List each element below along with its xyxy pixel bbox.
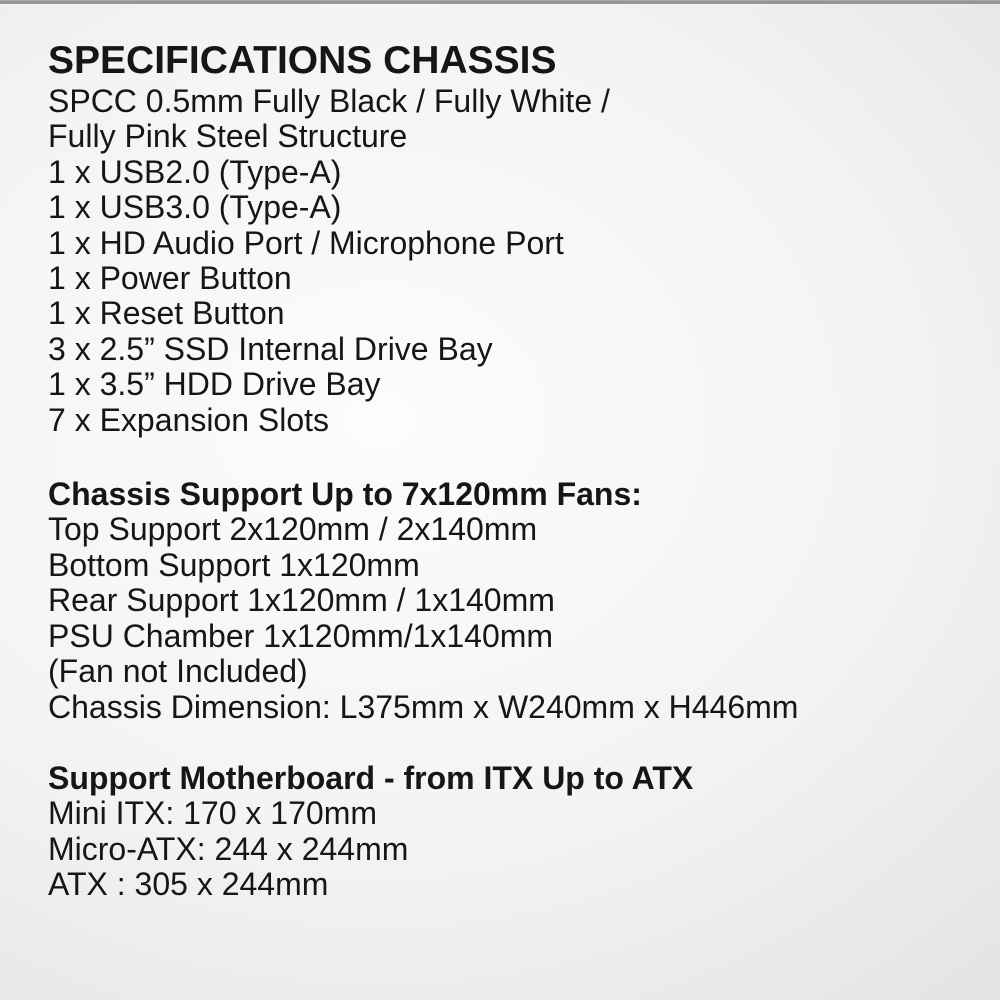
spec-content: SPECIFICATIONS CHASSIS SPCC 0.5mm Fully … xyxy=(48,38,970,903)
spec-line: Micro-ATX: 244 x 244mm xyxy=(48,830,409,867)
spec-line: (Fan not Included) xyxy=(48,653,308,690)
spec-line: Fully Pink Steel Structure xyxy=(48,118,408,155)
spec-line: 1 x USB3.0 (Type-A) xyxy=(48,189,342,226)
section-heading-fans: Chassis Support Up to 7x120mm Fans: xyxy=(48,476,642,513)
spec-line: 1 x HD Audio Port / Microphone Port xyxy=(48,224,564,261)
spec-line: 1 x 3.5” HDD Drive Bay xyxy=(48,366,381,403)
spec-line: Mini ITX: 170 x 170mm xyxy=(48,795,377,832)
spec-line: 1 x Reset Button xyxy=(48,295,285,332)
section-fan-support: Chassis Support Up to 7x120mm Fans: Top … xyxy=(48,476,970,725)
section-motherboard-support: Support Motherboard - from ITX Up to ATX… xyxy=(48,759,970,903)
spec-line: ATX : 305 x 244mm xyxy=(48,866,329,903)
spec-line: Bottom Support 1x120mm xyxy=(48,546,420,583)
spec-line: SPCC 0.5mm Fully Black / Fully White / xyxy=(48,83,610,119)
top-edge-line xyxy=(0,0,1000,4)
section-heading-motherboard: Support Motherboard - from ITX Up to ATX xyxy=(48,759,694,796)
spec-line: Top Support 2x120mm / 2x140mm xyxy=(48,511,538,548)
spec-line: 1 x USB2.0 (Type-A) xyxy=(48,153,342,190)
spec-line: Chassis Dimension: L375mm x W240mm x H44… xyxy=(48,688,799,725)
page-title: SPECIFICATIONS CHASSIS xyxy=(48,39,557,82)
spec-line: 7 x Expansion Slots xyxy=(48,401,330,438)
spec-line: Rear Support 1x120mm / 1x140mm xyxy=(48,582,555,619)
spec-line: PSU Chamber 1x120mm/1x140mm xyxy=(48,617,554,654)
section-general-specs: SPCC 0.5mm Fully Black / Fully White / F… xyxy=(48,83,970,438)
spec-line: 3 x 2.5” SSD Internal Drive Bay xyxy=(48,330,493,367)
spec-line: 1 x Power Button xyxy=(48,260,292,297)
